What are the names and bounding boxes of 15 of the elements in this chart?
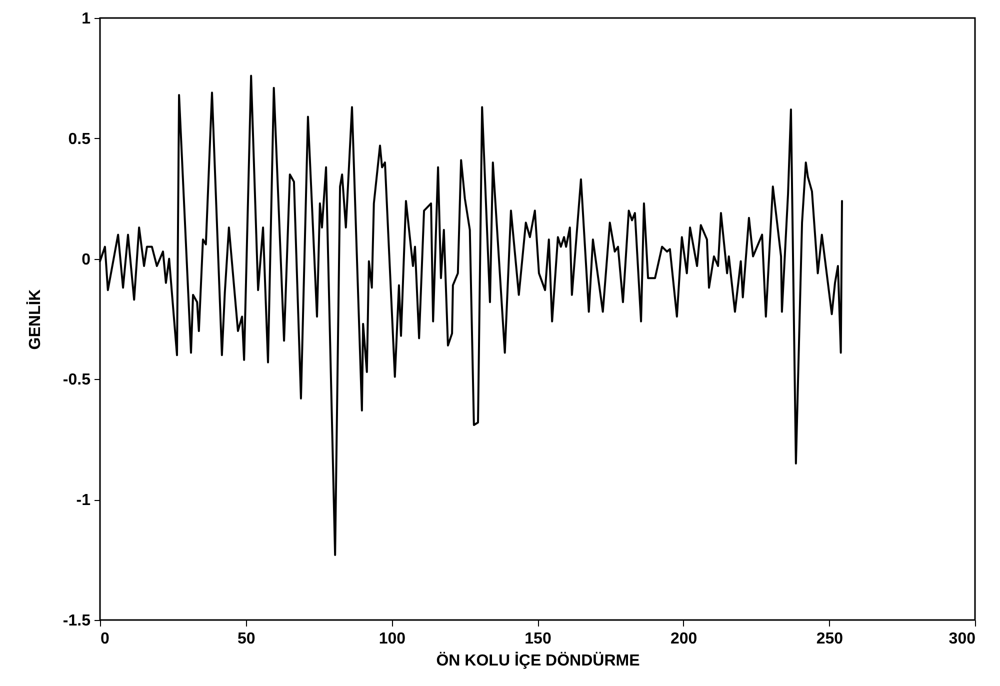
y-tick-label: 0 — [82, 251, 91, 268]
x-tick-label: 0 — [100, 630, 110, 648]
y-axis-title: GENLİK — [26, 288, 44, 350]
x-tick-label: 300 — [948, 630, 976, 648]
x-tick-label: 250 — [816, 630, 844, 648]
x-axis-title: ÖN KOLU İÇE DÖNDÜRME — [436, 652, 640, 670]
y-tick-label: 0.5 — [68, 130, 91, 148]
x-tick-label: 50 — [237, 630, 256, 648]
x-tick-label: 100 — [378, 630, 406, 648]
x-tick-label: 150 — [524, 630, 552, 648]
y-tick-label: -0.5 — [62, 372, 91, 389]
y-tick-label: -1.5 — [62, 612, 91, 630]
y-tick-label: 1 — [82, 10, 91, 28]
x-tick-label: 200 — [670, 630, 698, 648]
y-tick-label: -1 — [76, 492, 91, 510]
